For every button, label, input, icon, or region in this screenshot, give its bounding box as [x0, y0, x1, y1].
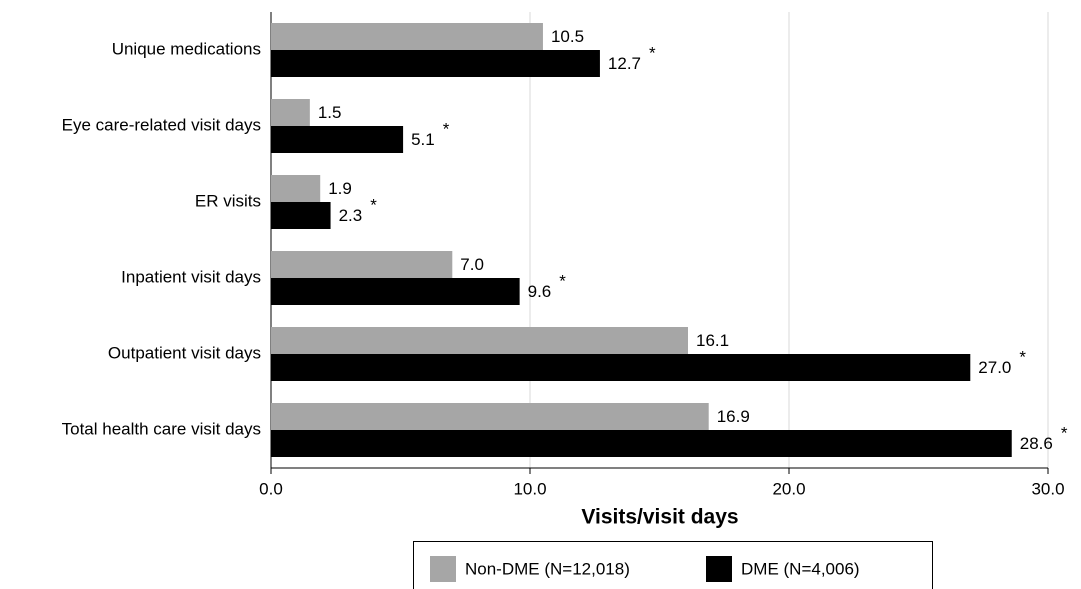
bar	[271, 126, 404, 153]
bar	[271, 430, 1012, 457]
y-tick-label: Unique medications	[112, 39, 261, 58]
value-label: 1.5	[318, 103, 342, 122]
value-label: 27.0	[978, 358, 1011, 377]
bar	[271, 175, 321, 202]
bar	[271, 327, 688, 354]
significance-marker: *	[370, 195, 377, 214]
value-label: 5.1	[411, 130, 435, 149]
value-label: 10.5	[551, 27, 584, 46]
bar	[271, 23, 543, 50]
bar	[271, 403, 709, 430]
bar	[271, 99, 310, 126]
value-label: 28.6	[1020, 434, 1053, 453]
value-label: 16.9	[717, 407, 750, 426]
value-label: 2.3	[339, 206, 363, 225]
significance-marker: *	[1019, 347, 1026, 366]
legend-swatch	[430, 556, 456, 582]
legend-label: Non-DME (N=12,018)	[465, 559, 630, 578]
x-tick-label: 10.0	[513, 479, 546, 498]
value-label: 16.1	[696, 331, 729, 350]
value-label: 12.7	[608, 54, 641, 73]
value-label: 7.0	[460, 255, 484, 274]
value-label: 1.9	[328, 179, 352, 198]
bar	[271, 278, 520, 305]
bar	[271, 251, 453, 278]
y-tick-label: Total health care visit days	[62, 419, 261, 438]
y-tick-label: Outpatient visit days	[108, 343, 261, 362]
y-tick-label: ER visits	[195, 191, 261, 210]
x-tick-label: 0.0	[259, 479, 283, 498]
legend-box	[413, 541, 933, 589]
legend-label: DME (N=4,006)	[741, 559, 860, 578]
bar	[271, 354, 971, 381]
legend-swatch	[706, 556, 732, 582]
bar	[271, 202, 331, 229]
x-tick-label: 30.0	[1031, 479, 1064, 498]
value-label: 9.6	[528, 282, 552, 301]
y-tick-label: Inpatient visit days	[121, 267, 261, 286]
significance-marker: *	[559, 271, 566, 290]
bar	[271, 50, 600, 77]
significance-marker: *	[443, 119, 450, 138]
significance-marker: *	[649, 43, 656, 62]
x-tick-label: 20.0	[772, 479, 805, 498]
significance-marker: *	[1061, 423, 1068, 442]
y-tick-label: Eye care-related visit days	[62, 115, 261, 134]
x-axis-label: Visits/visit days	[581, 506, 738, 529]
